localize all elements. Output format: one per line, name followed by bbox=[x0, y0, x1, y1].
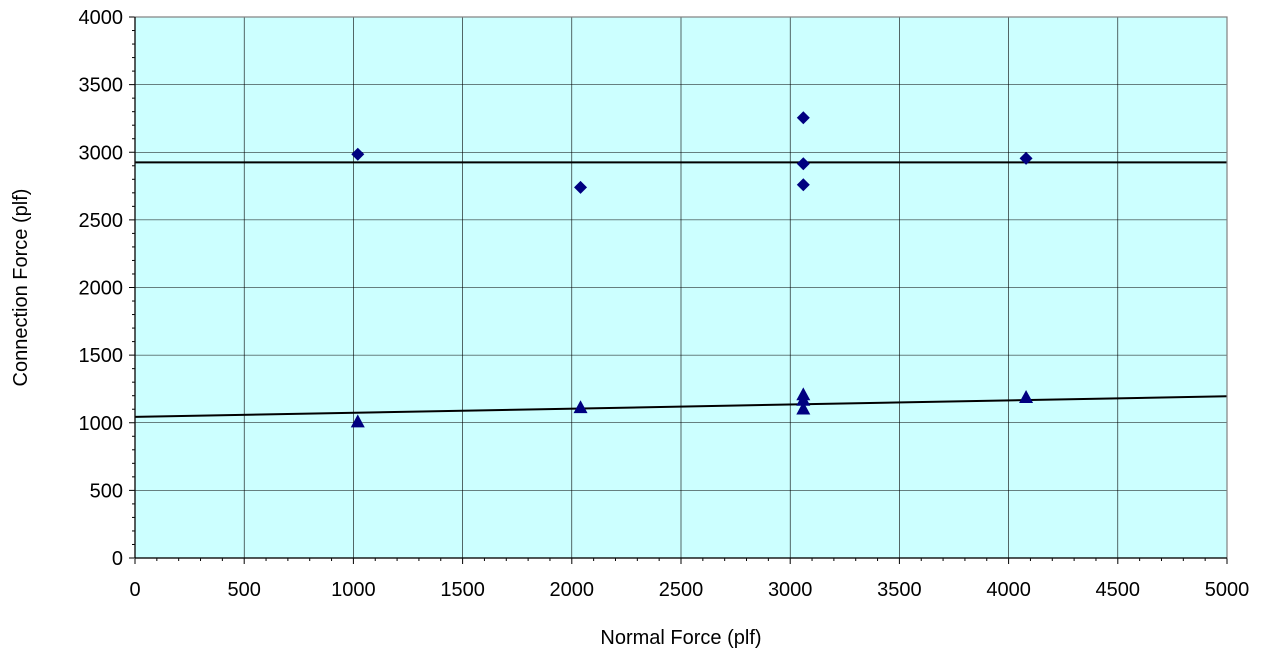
y-axis-title: Connection Force (plf) bbox=[10, 189, 32, 387]
triangle-marker bbox=[796, 392, 811, 406]
diamond-marker bbox=[796, 111, 810, 125]
diamond-marker bbox=[574, 180, 588, 194]
x-tick-label: 3000 bbox=[768, 579, 813, 601]
y-tick-label: 2500 bbox=[79, 210, 124, 232]
diamond-marker bbox=[351, 147, 365, 161]
x-tick-label: 4000 bbox=[986, 579, 1031, 601]
y-tick-label: 0 bbox=[112, 548, 123, 570]
diamond-marker bbox=[796, 178, 810, 192]
trendlines bbox=[134, 161, 1228, 418]
diamond-marker bbox=[1019, 151, 1033, 165]
diamond-marker bbox=[796, 157, 810, 171]
y-tick-label: 1500 bbox=[79, 345, 124, 367]
triangle-marker bbox=[796, 401, 811, 415]
x-tick-label: 2000 bbox=[550, 579, 595, 601]
triangle-marker bbox=[573, 400, 588, 414]
x-axis-title: Normal Force (plf) bbox=[600, 627, 761, 649]
y-tick-label: 1000 bbox=[79, 413, 124, 435]
x-tick-label: 1000 bbox=[331, 579, 376, 601]
x-tick-label: 4500 bbox=[1096, 579, 1141, 601]
y-tick-label: 3000 bbox=[79, 142, 124, 164]
x-tick-label: 5000 bbox=[1205, 579, 1250, 601]
y-tick-label: 2000 bbox=[79, 278, 124, 300]
y-tick-label: 4000 bbox=[79, 7, 124, 29]
y-tick-label: 3500 bbox=[79, 75, 124, 97]
triangle-marker bbox=[350, 414, 365, 428]
trendline bbox=[134, 395, 1228, 418]
x-tick-label: 2500 bbox=[659, 579, 704, 601]
y-tick-label: 500 bbox=[90, 480, 123, 502]
x-tick-label: 0 bbox=[129, 579, 140, 601]
x-tick-label: 3500 bbox=[877, 579, 922, 601]
x-tick-label: 1500 bbox=[440, 579, 485, 601]
data-points bbox=[350, 111, 1034, 428]
x-tick-label: 500 bbox=[228, 579, 261, 601]
axes: 0 500 1000 1500 2000 2500 3000 3500 4000 4500 5000… bbox=[79, 7, 1250, 601]
triangle-marker bbox=[1019, 390, 1034, 404]
